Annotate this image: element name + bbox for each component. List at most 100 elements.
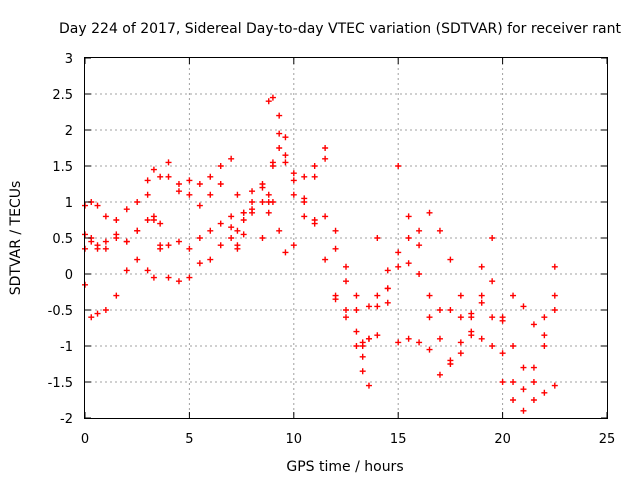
data-point — [395, 249, 402, 256]
data-point — [234, 227, 241, 234]
data-point — [207, 227, 214, 234]
data-point — [290, 177, 297, 184]
data-point — [489, 314, 496, 321]
data-point — [196, 181, 203, 187]
data-point — [150, 166, 157, 173]
data-point — [384, 299, 391, 306]
data-point — [520, 407, 527, 414]
data-point — [88, 238, 95, 245]
data-point — [416, 242, 423, 249]
data-point — [499, 317, 506, 324]
data-point — [259, 199, 266, 205]
data-point — [359, 368, 366, 375]
y-tick-label: 0 — [65, 268, 73, 283]
data-point — [228, 213, 235, 220]
data-point — [249, 188, 256, 195]
data-point — [240, 217, 247, 223]
y-tick-label: 2 — [65, 124, 73, 139]
data-point — [551, 263, 558, 270]
data-point — [322, 213, 329, 220]
data-point — [478, 299, 485, 306]
x-tick-label: 5 — [185, 432, 193, 447]
axis-ticks: -2 -1.5 -1 -0.5 0 0.5 1 1.5 2 2.5 3 0 5 10 15 20 25 — [48, 52, 616, 447]
data-point — [416, 339, 423, 346]
y-tick-label: 3 — [65, 52, 73, 67]
data-point — [530, 397, 537, 403]
data-point — [94, 202, 101, 209]
data-point — [94, 310, 101, 317]
x-tick-label: 25 — [599, 432, 616, 447]
data-point — [234, 191, 241, 198]
data-point — [276, 112, 283, 119]
data-point — [134, 199, 141, 205]
data-point — [489, 278, 496, 285]
data-point — [510, 292, 517, 299]
data-point — [269, 199, 276, 205]
data-point — [290, 191, 297, 198]
data-point — [144, 217, 151, 223]
data-point — [478, 292, 485, 299]
data-point — [457, 314, 464, 321]
data-point — [240, 231, 247, 238]
data-point — [165, 274, 172, 281]
data-point — [196, 235, 203, 241]
data-point — [207, 256, 214, 263]
data-point — [499, 379, 506, 385]
y-tick-label: 2.5 — [52, 88, 73, 103]
data-point — [426, 346, 433, 353]
data-point — [353, 307, 360, 313]
data-point — [269, 159, 276, 166]
data-point — [405, 235, 412, 241]
data-point — [374, 235, 381, 241]
data-point — [144, 177, 151, 184]
data-point — [468, 328, 475, 335]
data-point — [510, 343, 517, 349]
x-axis-label: GPS time / hours — [286, 459, 403, 475]
data-point — [343, 263, 349, 270]
data-point — [290, 170, 297, 177]
data-point — [468, 314, 475, 321]
data-point — [551, 292, 558, 299]
data-point — [530, 364, 537, 371]
data-point — [276, 130, 283, 137]
data-point — [541, 389, 548, 396]
data-point — [478, 263, 485, 270]
data-point — [510, 397, 517, 403]
data-point — [365, 382, 372, 389]
data-point — [217, 220, 224, 227]
data-point — [150, 213, 157, 220]
data-point — [311, 163, 318, 169]
data-point — [240, 209, 247, 216]
data-point — [186, 177, 193, 184]
data-point — [165, 173, 172, 180]
data-point — [217, 163, 224, 169]
data-point — [416, 227, 423, 234]
data-point — [365, 303, 372, 310]
data-point — [282, 249, 289, 256]
data-point — [102, 213, 109, 220]
data-point — [374, 332, 381, 339]
data-point — [353, 292, 360, 299]
chart-title: Day 224 of 2017, Sidereal Day-to-day VTE… — [59, 21, 621, 37]
data-point — [186, 191, 193, 198]
y-tick-label: 1.5 — [52, 160, 73, 175]
data-point — [123, 238, 130, 245]
x-tick-label: 15 — [390, 432, 407, 447]
y-tick-label: 0.5 — [52, 232, 73, 247]
data-point — [196, 202, 203, 209]
data-point — [157, 173, 164, 180]
data-point — [165, 242, 172, 249]
data-point — [551, 307, 558, 313]
data-point — [207, 173, 214, 180]
data-point — [541, 343, 548, 349]
data-point — [157, 220, 164, 227]
data-point — [343, 314, 349, 321]
data-point — [447, 307, 454, 313]
data-point — [457, 350, 464, 357]
series-4 — [82, 199, 558, 414]
data-point — [276, 227, 283, 234]
data-point — [259, 235, 266, 241]
data-point — [175, 238, 182, 245]
